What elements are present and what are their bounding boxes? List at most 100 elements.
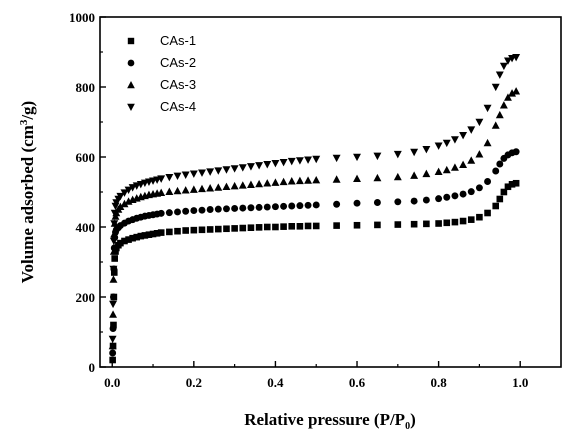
data-point bbox=[255, 179, 264, 188]
series-CAs-4 bbox=[108, 53, 521, 344]
legend-item: CAs-3 bbox=[127, 77, 196, 92]
data-point bbox=[279, 177, 288, 186]
data-point bbox=[153, 230, 161, 237]
data-point bbox=[288, 202, 296, 210]
x-tick-label: 0.4 bbox=[267, 375, 284, 390]
series-CAs-1 bbox=[109, 179, 520, 364]
data-point bbox=[174, 227, 181, 235]
data-point bbox=[157, 188, 166, 196]
data-point bbox=[442, 139, 451, 148]
data-point bbox=[373, 199, 381, 206]
data-point bbox=[423, 220, 430, 228]
data-point bbox=[393, 172, 402, 181]
data-point bbox=[410, 197, 418, 205]
data-point bbox=[373, 152, 382, 161]
data-point bbox=[467, 188, 475, 196]
data-point bbox=[238, 164, 247, 172]
data-point bbox=[442, 165, 451, 174]
data-point bbox=[434, 142, 443, 150]
data-point bbox=[459, 190, 467, 198]
data-point bbox=[475, 150, 484, 158]
data-point bbox=[109, 356, 116, 364]
data-point bbox=[288, 223, 296, 230]
data-point bbox=[110, 244, 118, 252]
data-point bbox=[435, 220, 442, 227]
data-point bbox=[443, 193, 451, 201]
data-point bbox=[287, 157, 296, 166]
legend-marker bbox=[127, 103, 135, 111]
data-point bbox=[512, 179, 520, 187]
data-point bbox=[312, 222, 320, 230]
data-point bbox=[271, 160, 280, 168]
data-point bbox=[120, 189, 129, 197]
data-point bbox=[121, 237, 128, 245]
data-point bbox=[141, 232, 149, 239]
data-point bbox=[206, 168, 215, 176]
data-point bbox=[333, 222, 340, 229]
data-point bbox=[504, 183, 512, 191]
data-point bbox=[157, 229, 165, 236]
data-point bbox=[230, 165, 239, 173]
data-point bbox=[333, 200, 341, 208]
data-point bbox=[110, 269, 118, 276]
data-point bbox=[491, 83, 500, 92]
data-point bbox=[149, 230, 157, 238]
data-point bbox=[247, 224, 255, 231]
data-point bbox=[109, 265, 118, 274]
data-point bbox=[422, 146, 431, 154]
data-point bbox=[332, 175, 341, 183]
data-point bbox=[190, 226, 198, 234]
data-point bbox=[125, 236, 132, 243]
data-point bbox=[410, 171, 419, 179]
data-point bbox=[230, 181, 239, 190]
x-tick-label: 0.2 bbox=[186, 375, 202, 390]
data-point bbox=[287, 177, 296, 185]
data-point bbox=[109, 293, 117, 301]
data-point bbox=[495, 71, 504, 79]
data-point bbox=[374, 221, 381, 229]
data-point bbox=[504, 93, 512, 101]
data-point bbox=[145, 231, 153, 238]
x-axis-title: Relative pressure (P/P0) bbox=[244, 410, 416, 432]
data-point bbox=[373, 173, 382, 182]
data-point bbox=[173, 172, 182, 181]
data-point bbox=[120, 199, 129, 208]
data-point bbox=[111, 255, 118, 262]
data-point bbox=[263, 223, 271, 231]
data-point bbox=[296, 223, 304, 230]
data-point bbox=[353, 221, 361, 229]
data-point bbox=[223, 225, 230, 233]
data-point bbox=[157, 175, 166, 183]
data-point bbox=[173, 186, 182, 195]
legend-marker bbox=[127, 59, 135, 67]
data-point bbox=[182, 227, 189, 234]
legend-marker bbox=[127, 37, 135, 45]
data-point bbox=[110, 209, 119, 218]
data-point bbox=[312, 175, 321, 184]
data-point bbox=[491, 121, 500, 129]
data-point bbox=[504, 57, 512, 65]
data-point bbox=[198, 226, 206, 234]
data-point bbox=[499, 101, 508, 109]
data-point bbox=[255, 224, 263, 231]
data-point bbox=[422, 169, 431, 178]
x-axis-title-main: Relative pressure (P/P bbox=[244, 410, 405, 429]
y-tick-label: 0 bbox=[89, 360, 96, 375]
data-point bbox=[483, 104, 492, 113]
data-point bbox=[508, 181, 516, 188]
data-marks bbox=[108, 53, 521, 364]
data-point bbox=[166, 228, 173, 236]
y-tick-label: 200 bbox=[76, 290, 96, 305]
data-point bbox=[476, 213, 483, 221]
data-point bbox=[246, 180, 255, 188]
legend-marker bbox=[127, 81, 135, 89]
data-point bbox=[295, 157, 304, 165]
series-CAs-2 bbox=[109, 148, 520, 357]
data-point bbox=[434, 167, 443, 175]
data-point bbox=[475, 184, 483, 192]
data-point bbox=[353, 174, 361, 182]
data-point bbox=[450, 163, 459, 171]
data-point bbox=[495, 110, 504, 119]
data-point bbox=[222, 182, 231, 191]
